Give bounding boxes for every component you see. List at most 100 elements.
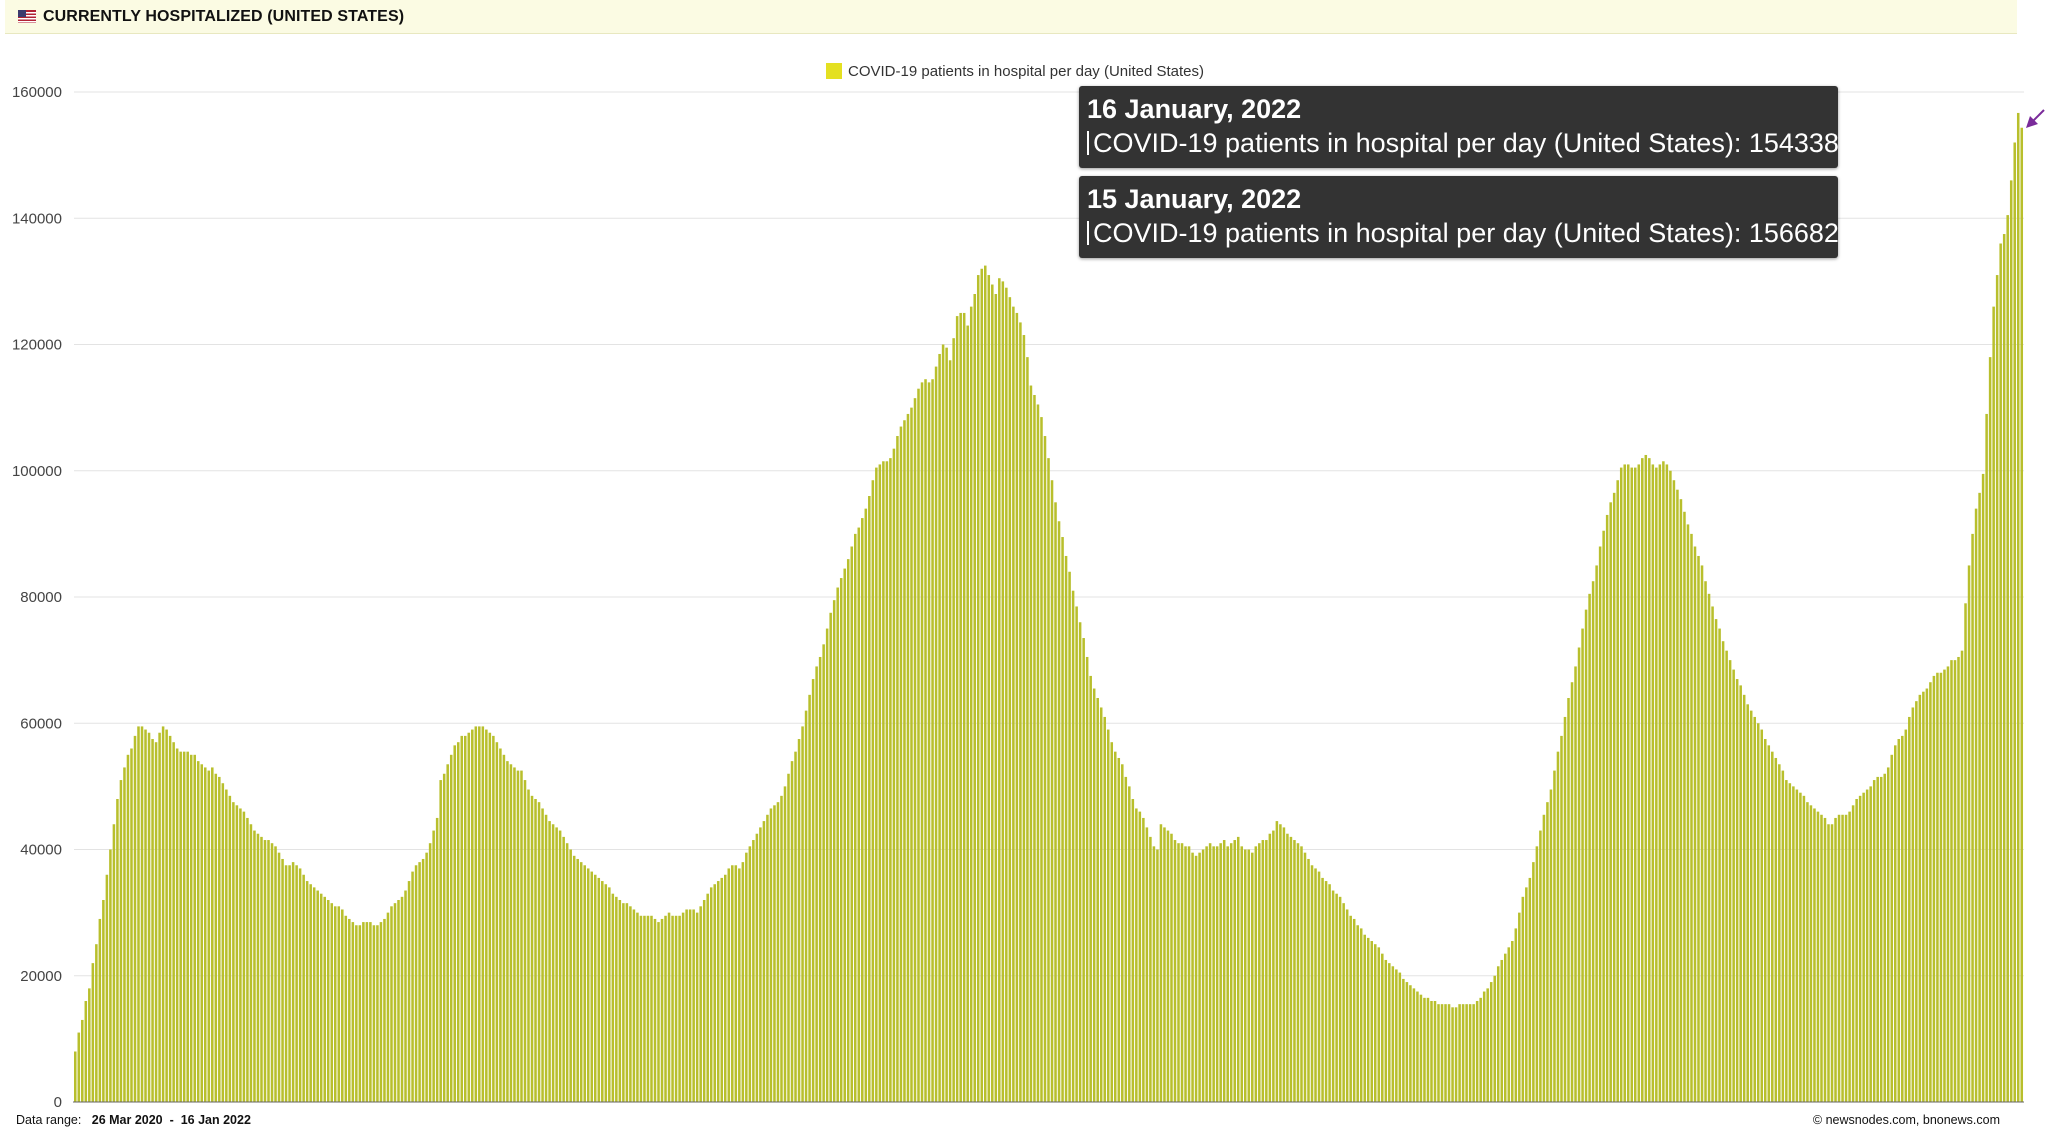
bar[interactable]	[182, 751, 186, 1102]
bar[interactable]	[112, 824, 116, 1102]
bar[interactable]	[1756, 723, 1760, 1102]
bar[interactable]	[1050, 480, 1054, 1103]
bar[interactable]	[1908, 716, 1911, 1102]
bar[interactable]	[702, 900, 706, 1102]
bar[interactable]	[1026, 357, 1029, 1103]
bar[interactable]	[1110, 742, 1114, 1102]
bar[interactable]	[1591, 581, 1595, 1102]
bar[interactable]	[319, 893, 323, 1102]
bar[interactable]	[632, 909, 636, 1102]
bar[interactable]	[1142, 817, 1145, 1102]
bar[interactable]	[801, 726, 804, 1102]
bar[interactable]	[1886, 767, 1890, 1102]
bar[interactable]	[1194, 855, 1198, 1102]
bar[interactable]	[1121, 764, 1124, 1102]
bar[interactable]	[1254, 846, 1258, 1102]
bar[interactable]	[1732, 669, 1735, 1102]
bar[interactable]	[425, 852, 428, 1102]
bar[interactable]	[790, 761, 794, 1103]
bar[interactable]	[1222, 840, 1226, 1102]
bar[interactable]	[1430, 1001, 1433, 1102]
bar[interactable]	[1149, 836, 1152, 1103]
bar[interactable]	[506, 761, 509, 1103]
bar[interactable]	[731, 865, 734, 1102]
bar[interactable]	[1061, 537, 1064, 1102]
bar[interactable]	[1489, 982, 1493, 1102]
bar[interactable]	[927, 382, 931, 1103]
bar[interactable]	[1486, 988, 1489, 1103]
bar[interactable]	[1718, 628, 1721, 1102]
bar[interactable]	[397, 900, 400, 1102]
bar[interactable]	[144, 729, 147, 1102]
bar[interactable]	[1753, 716, 1756, 1102]
bar[interactable]	[1774, 757, 1778, 1102]
bar[interactable]	[1605, 514, 1609, 1102]
bar[interactable]	[207, 770, 211, 1102]
bar[interactable]	[917, 388, 920, 1102]
bar[interactable]	[1630, 467, 1634, 1103]
bar[interactable]	[133, 735, 137, 1103]
bar[interactable]	[232, 802, 235, 1102]
bar[interactable]	[168, 735, 172, 1103]
bar[interactable]	[1388, 963, 1391, 1103]
bar[interactable]	[1567, 698, 1570, 1102]
bar[interactable]	[270, 843, 274, 1102]
bar[interactable]	[323, 896, 326, 1102]
bar[interactable]	[1841, 814, 1844, 1102]
bar[interactable]	[1475, 1001, 1479, 1102]
bar[interactable]	[1855, 799, 1858, 1102]
bar[interactable]	[277, 852, 281, 1102]
bar[interactable]	[1447, 1004, 1451, 1102]
bar[interactable]	[850, 546, 854, 1103]
bar[interactable]	[1539, 830, 1542, 1102]
bar[interactable]	[629, 906, 632, 1102]
bar[interactable]	[474, 726, 478, 1102]
bar[interactable]	[1359, 928, 1363, 1102]
bar[interactable]	[818, 656, 822, 1102]
bar[interactable]	[1458, 1004, 1461, 1102]
bar[interactable]	[636, 912, 639, 1103]
bar[interactable]	[1662, 461, 1665, 1102]
bar[interactable]	[1366, 937, 1370, 1103]
bar[interactable]	[453, 745, 456, 1102]
bar[interactable]	[1054, 502, 1057, 1102]
bar[interactable]	[1451, 1007, 1454, 1102]
bar[interactable]	[200, 764, 204, 1102]
bar[interactable]	[119, 780, 123, 1102]
bar[interactable]	[794, 751, 797, 1102]
bar[interactable]	[618, 900, 622, 1102]
bar[interactable]	[218, 776, 221, 1102]
bar[interactable]	[752, 840, 755, 1102]
bar[interactable]	[558, 830, 562, 1102]
bar[interactable]	[1595, 565, 1598, 1102]
bar[interactable]	[829, 612, 832, 1102]
bar[interactable]	[948, 360, 952, 1102]
bar[interactable]	[1314, 868, 1317, 1102]
bar[interactable]	[1802, 795, 1806, 1102]
bar[interactable]	[846, 559, 850, 1103]
bar[interactable]	[745, 852, 748, 1102]
bar[interactable]	[544, 814, 548, 1102]
bar[interactable]	[734, 865, 738, 1102]
bar[interactable]	[1721, 641, 1725, 1102]
bar[interactable]	[1514, 928, 1518, 1102]
bar[interactable]	[1465, 1004, 1468, 1102]
bar[interactable]	[1279, 824, 1282, 1102]
bar[interactable]	[913, 398, 917, 1102]
bar[interactable]	[1419, 994, 1423, 1102]
bar[interactable]	[1012, 306, 1015, 1103]
bar[interactable]	[1655, 467, 1658, 1103]
bar[interactable]	[1974, 508, 1978, 1103]
bar[interactable]	[1219, 843, 1222, 1102]
bar[interactable]	[393, 903, 397, 1102]
bar[interactable]	[1851, 805, 1855, 1102]
bar[interactable]	[1472, 1004, 1475, 1102]
bar[interactable]	[864, 508, 868, 1103]
bar[interactable]	[650, 915, 653, 1102]
bar[interactable]	[825, 628, 829, 1102]
bar[interactable]	[1683, 511, 1686, 1102]
bar[interactable]	[984, 265, 987, 1103]
bar[interactable]	[1258, 843, 1261, 1102]
bar[interactable]	[920, 382, 924, 1103]
bar[interactable]	[875, 467, 878, 1103]
